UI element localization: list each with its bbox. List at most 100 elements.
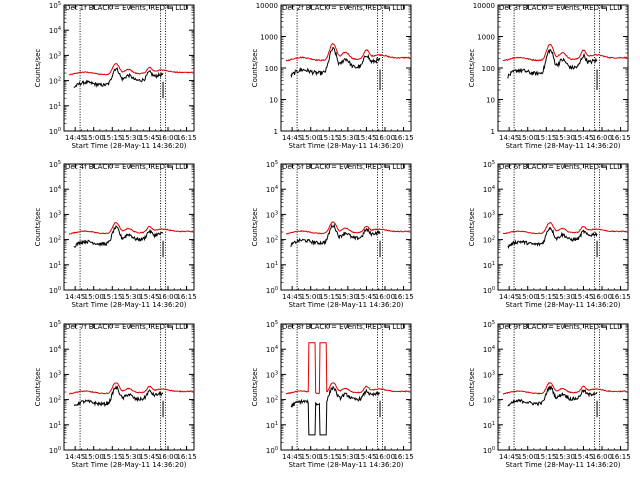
x-axis-label: Start Time (28-May-11 14:36:20) <box>71 142 186 150</box>
y-tick-label: 101 <box>266 261 278 270</box>
x-tick-label: 15:00 <box>301 134 321 142</box>
panel-title: Det 9f BLACK = Events, RED = LLD <box>499 323 622 331</box>
x-tick-label: 15:30 <box>338 134 358 142</box>
x-tick-label: 14:45 <box>499 134 519 142</box>
y-tick-exponent: 5 <box>275 160 278 166</box>
y-tick-exponent: 4 <box>275 185 278 191</box>
y-tick-exponent: 0 <box>275 446 278 452</box>
x-tick-label: 15:45 <box>139 134 159 142</box>
x-tick-label: 14:45 <box>65 134 85 142</box>
y-tick-label: 100 <box>49 446 61 455</box>
plot-frame <box>497 323 629 451</box>
panel-title: Det 2f BLACK = Events, RED = LLD <box>282 4 405 12</box>
x-axis-label: Start Time (28-May-11 14:36:20) <box>505 461 620 469</box>
y-tick-label: 105 <box>49 320 61 329</box>
panel-5: 10010110210310410514:4515:0015:1515:3015… <box>251 160 414 309</box>
events-series-line <box>73 67 164 89</box>
y-tick-label: 103 <box>49 51 61 60</box>
x-tick-label: 14:45 <box>282 293 302 301</box>
marker-bracket <box>166 325 173 330</box>
panel-6: 10010110210310410514:4515:0015:1515:3015… <box>468 160 631 309</box>
y-tick-exponent: 5 <box>58 320 61 326</box>
y-tick-label: 103 <box>266 370 278 379</box>
x-tick-label: 15:00 <box>518 134 538 142</box>
x-tick-label: 15:00 <box>301 453 321 461</box>
x-tick-label: 15:00 <box>301 293 321 301</box>
y-tick-exponent: 3 <box>492 210 495 216</box>
panel-title: Det 3f BLACK = Events, RED = LLD <box>499 4 622 12</box>
panel-title: Det 8f BLACK = Events, RED = LLD <box>282 323 405 331</box>
x-tick-label: 15:30 <box>555 453 575 461</box>
lld-series-line <box>68 382 194 395</box>
y-tick-label: 10 <box>269 97 278 105</box>
y-tick-exponent: 3 <box>275 210 278 216</box>
events-series-line <box>507 49 598 79</box>
x-axis-label: Start Time (28-May-11 14:36:20) <box>288 461 403 469</box>
y-tick-label: 104 <box>49 185 61 194</box>
y-tick-label: 100 <box>49 286 61 295</box>
x-tick-label: 15:45 <box>573 453 593 461</box>
y-tick-exponent: 3 <box>58 51 61 57</box>
lld-series-line <box>68 63 193 76</box>
x-tick-label: 15:45 <box>356 453 376 461</box>
y-tick-exponent: 2 <box>58 236 61 242</box>
y-axis-label: Counts/sec <box>251 49 259 88</box>
y-tick-label: 105 <box>483 160 495 169</box>
y-tick-label: 1 <box>491 128 495 136</box>
x-tick-label: 15:30 <box>555 293 575 301</box>
plot-frame <box>280 323 412 451</box>
x-tick-label: 15:15 <box>536 134 556 142</box>
y-tick-label: 102 <box>49 77 61 86</box>
events-series-line <box>290 223 381 248</box>
y-tick-exponent: 3 <box>58 210 61 216</box>
x-tick-label: 15:45 <box>573 293 593 301</box>
y-tick-label: 102 <box>266 396 278 405</box>
y-tick-label: 10000 <box>473 2 495 10</box>
panel-title: Det 1f BLACK = Events, RED = LLD <box>65 4 188 12</box>
x-tick-label: 16:15 <box>393 453 413 461</box>
x-tick-label: 15:00 <box>84 293 104 301</box>
x-tick-label: 15:00 <box>84 134 104 142</box>
panel-7: 10010110210310410514:4515:0015:1515:3015… <box>34 320 197 469</box>
x-tick-label: 14:45 <box>282 453 302 461</box>
y-tick-exponent: 3 <box>492 370 495 376</box>
y-tick-exponent: 5 <box>492 160 495 166</box>
panel-3: 1 10 100 1000 10000 14:4515:0015:1515:3015:45… <box>468 2 631 150</box>
y-tick-label: 105 <box>266 160 278 169</box>
x-axis-label: Start Time (28-May-11 14:36:20) <box>288 301 403 309</box>
plot-frame <box>63 4 195 132</box>
y-tick-exponent: 4 <box>58 185 61 191</box>
lld-series-line <box>285 221 410 235</box>
x-tick-label: 15:15 <box>319 293 339 301</box>
y-tick-label: 105 <box>266 320 278 329</box>
x-tick-label: 15:15 <box>319 453 339 461</box>
y-tick-exponent: 3 <box>275 370 278 376</box>
y-tick-exponent: 1 <box>492 261 495 267</box>
x-tick-label: 16:00 <box>592 134 612 142</box>
y-tick-exponent: 5 <box>58 160 61 166</box>
x-tick-label: 14:45 <box>282 134 302 142</box>
plot-frame <box>497 163 629 291</box>
panel-8: 10010110210310410514:4515:0015:1515:3015… <box>251 320 414 469</box>
panel-4: 10010110210310410514:4515:0015:1515:3015… <box>34 160 197 309</box>
y-tick-label: 103 <box>266 210 278 219</box>
x-tick-label: 15:15 <box>102 134 122 142</box>
y-axis-label: Counts/sec <box>468 49 476 88</box>
y-axis-label: Counts/sec <box>34 208 42 247</box>
x-tick-label: 15:00 <box>518 293 538 301</box>
y-tick-exponent: 2 <box>492 396 495 402</box>
y-tick-exponent: 0 <box>275 286 278 292</box>
y-tick-exponent: 1 <box>275 421 278 427</box>
x-tick-label: 16:15 <box>176 293 196 301</box>
y-tick-label: 105 <box>483 320 495 329</box>
y-tick-exponent: 5 <box>275 320 278 326</box>
y-tick-label: 103 <box>49 210 61 219</box>
y-tick-exponent: 0 <box>58 446 61 452</box>
y-tick-exponent: 2 <box>58 396 61 402</box>
y-tick-exponent: 0 <box>58 127 61 133</box>
lld-series-line <box>285 42 411 62</box>
y-tick-label: 100 <box>265 65 278 73</box>
x-tick-label: 16:00 <box>592 453 612 461</box>
y-tick-label: 104 <box>266 345 278 354</box>
